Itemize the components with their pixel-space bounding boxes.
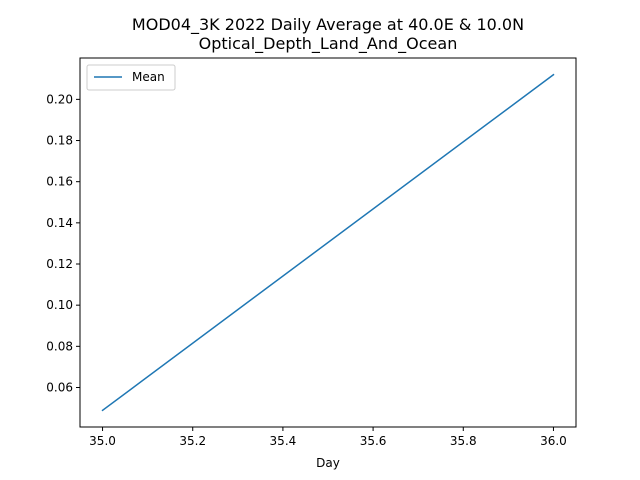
y-tick-label: 0.06 xyxy=(46,380,73,394)
chart-title: MOD04_3K 2022 Daily Average at 40.0E & 1… xyxy=(132,15,524,35)
y-tick-label: 0.16 xyxy=(46,175,73,189)
x-tick-label: 35.2 xyxy=(179,434,206,448)
x-axis-label: Day xyxy=(316,456,340,470)
series-line-mean xyxy=(101,73,555,412)
chart-subtitle: Optical_Depth_Land_And_Ocean xyxy=(199,34,458,54)
y-tick-label: 0.08 xyxy=(46,339,73,353)
y-tick-label: 0.14 xyxy=(46,216,73,230)
x-axis: 35.0 35.2 35.4 35.6 35.8 36.0 xyxy=(89,427,567,448)
legend-label-mean: Mean xyxy=(132,70,165,84)
legend-box xyxy=(86,64,176,91)
y-axis: 0.06 0.08 0.10 0.12 0.14 0.16 0.18 0.20 xyxy=(46,92,80,394)
plot-area xyxy=(101,73,555,412)
legend: Mean xyxy=(86,64,176,91)
plot-frame xyxy=(79,57,577,428)
y-tick-label: 0.12 xyxy=(46,257,73,271)
y-tick-label: 0.18 xyxy=(46,134,73,148)
x-tick-label: 35.4 xyxy=(270,434,297,448)
x-tick-label: 36.0 xyxy=(540,434,567,448)
x-tick-label: 35.0 xyxy=(89,434,116,448)
y-tick-label: 0.10 xyxy=(46,298,73,312)
y-tick-label: 0.20 xyxy=(46,92,73,106)
x-tick-label: 35.8 xyxy=(450,434,477,448)
x-tick-label: 35.6 xyxy=(360,434,387,448)
